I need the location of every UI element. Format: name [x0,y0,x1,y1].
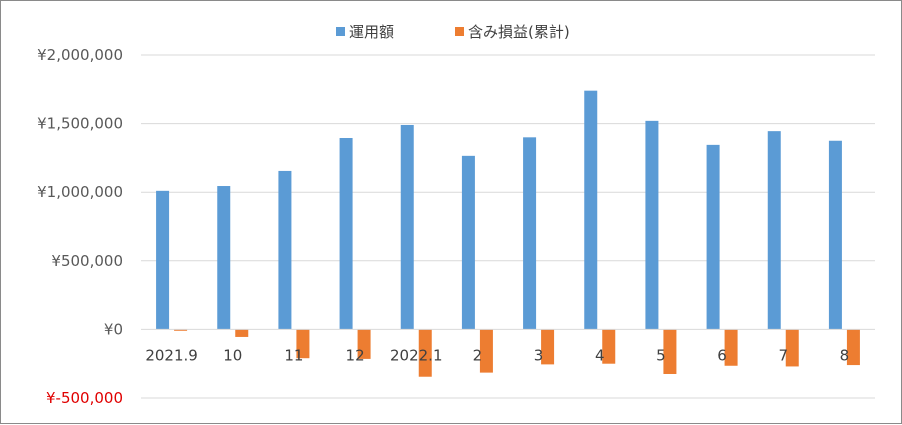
bar-operating-amount-5 [645,120,659,330]
bar-operating-amount-4 [584,90,598,330]
x-tick-label: 11 [284,346,303,364]
bar-unrealized-pl-2021.9 [174,329,188,331]
bar-unrealized-pl-7 [785,329,799,367]
bar-operating-amount-3 [523,137,537,330]
bar-operating-amount-6 [706,144,720,330]
bar-unrealized-pl-11 [296,329,310,359]
bars [156,90,860,377]
bar-operating-amount-11 [278,170,292,330]
x-tick-label: 5 [656,346,666,364]
x-tick-label: 2021.9 [145,346,198,364]
legend-swatch [336,27,345,36]
x-axis-labels: 2021.9 10 11 12 2022.1 2 3 4 5 6 7 8 [145,346,849,364]
x-tick-label: 4 [595,346,605,364]
y-tick-label: ¥0 [104,320,123,338]
bar-operating-amount-8 [828,140,842,330]
x-tick-label: 12 [346,346,365,364]
y-tick-label: ¥1,500,000 [37,115,123,133]
legend-label: 含み損益(累計) [468,23,570,41]
bar-unrealized-pl-12 [357,329,371,359]
bar-unrealized-pl-6 [724,329,738,366]
y-tick-label: ¥1,000,000 [37,183,123,201]
bar-operating-amount-12 [339,138,353,330]
bar-unrealized-pl-2 [479,329,493,373]
bar-unrealized-pl-4 [602,329,616,364]
bar-unrealized-pl-10 [235,329,249,337]
x-tick-label: 7 [778,346,788,364]
gridlines [141,54,875,399]
bar-unrealized-pl-8 [846,329,860,366]
x-tick-label: 3 [534,346,544,364]
y-axis-labels: ¥2,000,000 ¥1,500,000 ¥1,000,000 ¥500,000 ¥0… [37,46,123,407]
legend: 運用額 含み損益(累計) [336,23,570,41]
legend-swatch [455,27,464,36]
bar-operating-amount-2022.1 [400,124,414,330]
y-tick-label: ¥500,000 [51,252,123,270]
bar-operating-amount-2 [461,155,475,330]
bar-operating-amount-2021.9 [156,190,170,330]
x-tick-label: 6 [717,346,727,364]
bar-unrealized-pl-5 [663,329,677,374]
bar-operating-amount-10 [217,186,231,330]
legend-label: 運用額 [349,23,394,41]
y-tick-label: ¥-500,000 [46,389,123,407]
y-tick-label: ¥2,000,000 [37,46,123,64]
bar-unrealized-pl-2022.1 [418,329,432,377]
bar-unrealized-pl-3 [541,329,555,365]
x-tick-label: 2 [473,346,483,364]
x-tick-label: 8 [840,346,850,364]
x-tick-label: 2022.1 [390,346,443,364]
x-tick-label: 10 [223,346,242,364]
bar-operating-amount-7 [767,131,781,330]
